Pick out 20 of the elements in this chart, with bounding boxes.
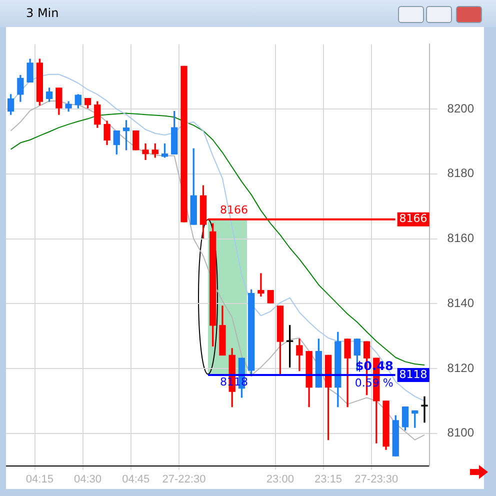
y-tick-label: 8120 (447, 360, 474, 375)
candlestick (267, 290, 274, 304)
x-tick-label: 04:15 (26, 473, 54, 486)
candlestick (132, 130, 140, 150)
x-tick-label: 04:30 (74, 473, 102, 486)
text: 8118 (399, 368, 428, 381)
y-tick-label: 8180 (447, 166, 474, 180)
y-tick-label: 8140 (447, 296, 474, 310)
ref-line-label: 8166 (220, 204, 248, 217)
x-tick-label: 23:00 (266, 473, 294, 486)
y-tick-label: 8100 (447, 426, 474, 440)
y-tick-label: 8200 (447, 101, 474, 116)
x-tick-label: 27-22:30 (162, 473, 206, 486)
candlestick (180, 66, 188, 222)
y-tick-label: 8160 (447, 231, 474, 246)
x-tick-label: 04:45 (122, 473, 150, 486)
text: 8166 (399, 212, 428, 226)
chart-title: 3 Min (26, 6, 59, 20)
x-tick-label: 23:15 (314, 473, 342, 486)
x-tick-label: 27-23:30 (354, 473, 398, 486)
